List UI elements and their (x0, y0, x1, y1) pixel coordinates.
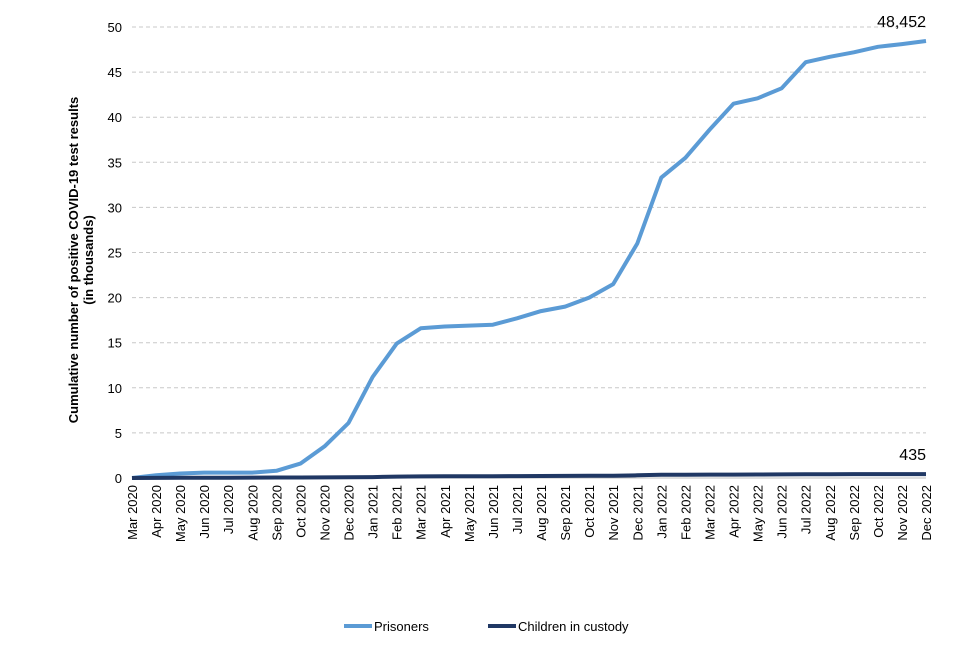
x-tick-label: Dec 2020 (342, 485, 357, 541)
x-tick-label: Apr 2022 (727, 485, 742, 538)
legend-label-children: Children in custody (518, 619, 629, 634)
x-tick-label: Nov 2021 (606, 485, 621, 541)
y-tick-label: 35 (108, 155, 122, 170)
gridlines (132, 27, 926, 478)
series-line-children (132, 474, 926, 478)
x-tick-label: Dec 2022 (919, 485, 934, 541)
x-tick-label: Oct 2021 (582, 485, 597, 538)
y-tick-label: 20 (108, 291, 122, 306)
y-axis-ticks: 0 5 10 15 20 25 30 35 40 45 50 (108, 20, 122, 486)
x-tick-label: Apr 2021 (438, 485, 453, 538)
x-tick-label: Aug 2022 (823, 485, 838, 541)
x-tick-label: May 2020 (173, 485, 188, 542)
x-tick-label: Jul 2022 (799, 485, 814, 534)
x-tick-label: Mar 2020 (125, 485, 140, 540)
y-tick-label: 30 (108, 200, 122, 215)
end-label-prisoners: 48,452 (877, 14, 926, 31)
x-tick-label: Jul 2020 (221, 485, 236, 534)
x-tick-label: Jan 2022 (654, 485, 669, 539)
x-tick-label: Dec 2021 (630, 485, 645, 541)
legend: Prisoners Children in custody (344, 619, 629, 634)
x-tick-label: Sep 2022 (847, 485, 862, 541)
x-tick-label: Jan 2021 (366, 485, 381, 539)
x-tick-label: Mar 2021 (414, 485, 429, 540)
series-lines (132, 41, 926, 478)
y-tick-label: 25 (108, 246, 122, 261)
y-tick-label: 40 (108, 110, 122, 125)
end-label-children: 435 (899, 447, 926, 464)
x-tick-label: Nov 2022 (895, 485, 910, 541)
y-tick-label: 5 (115, 426, 122, 441)
x-tick-label: Sep 2020 (269, 485, 284, 541)
x-tick-label: Jul 2021 (510, 485, 525, 534)
y-tick-label: 45 (108, 65, 122, 80)
x-tick-label: Oct 2020 (293, 485, 308, 538)
x-tick-label: Mar 2022 (702, 485, 717, 540)
x-tick-label: May 2021 (462, 485, 477, 542)
x-tick-label: Aug 2020 (245, 485, 260, 541)
x-tick-label: Sep 2021 (558, 485, 573, 541)
x-tick-label: Feb 2022 (678, 485, 693, 540)
y-tick-label: 15 (108, 336, 122, 351)
x-axis-ticks: Mar 2020 Apr 2020 May 2020 Jun 2020 Jul 2020… (125, 485, 934, 542)
x-tick-label: Jun 2020 (197, 485, 212, 539)
x-tick-label: Jun 2022 (775, 485, 790, 539)
series-line-prisoners (132, 41, 926, 478)
x-tick-label: Feb 2021 (390, 485, 405, 540)
x-tick-label: May 2022 (751, 485, 766, 542)
x-tick-label: Aug 2021 (534, 485, 549, 541)
x-tick-label: Jun 2021 (486, 485, 501, 539)
x-tick-label: Nov 2020 (317, 485, 332, 541)
y-tick-label: 10 (108, 381, 122, 396)
legend-label-prisoners: Prisoners (374, 619, 429, 634)
x-tick-label: Oct 2022 (871, 485, 886, 538)
y-axis-label-line1: Cumulative number of positive COVID-19 t… (66, 97, 81, 424)
y-axis-label-line2: (in thousands) (81, 215, 96, 305)
end-labels: 48,452 435 (877, 14, 926, 464)
y-tick-label: 0 (115, 471, 122, 486)
x-tick-label: Apr 2020 (149, 485, 164, 538)
y-tick-label: 50 (108, 20, 122, 35)
